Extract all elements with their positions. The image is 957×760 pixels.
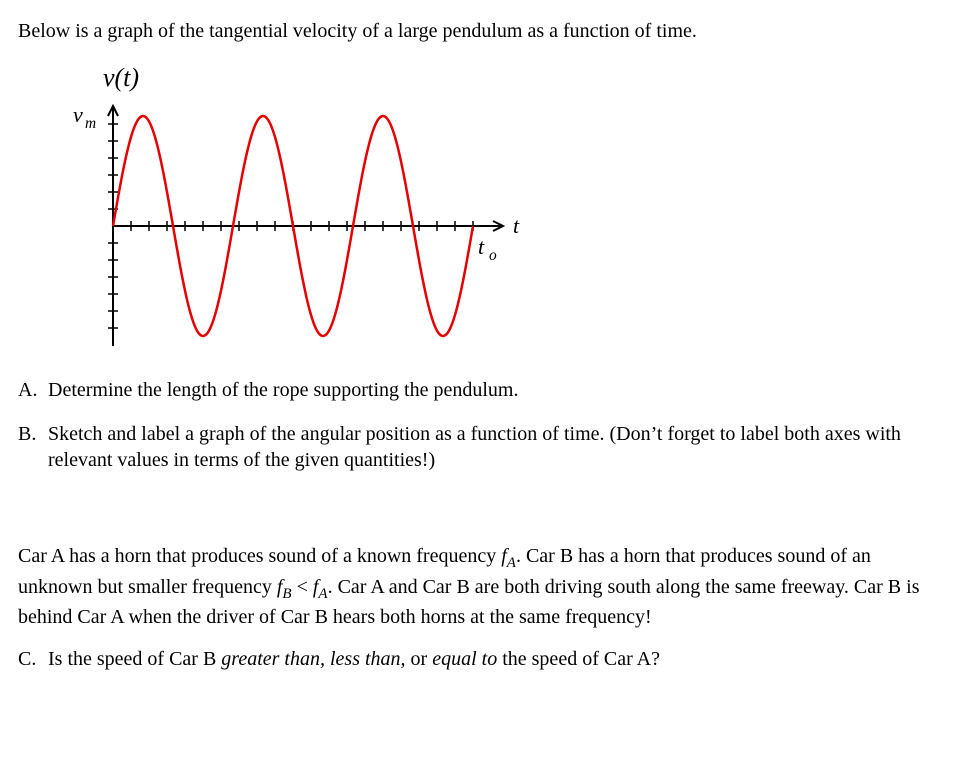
question-b: B. Sketch and label a graph of the angul…	[18, 421, 939, 473]
svg-text:o: o	[489, 247, 497, 264]
question-a: A. Determine the length of the rope supp…	[18, 377, 939, 403]
c-prefix: Is the speed of Car B	[48, 648, 221, 670]
question-a-text: Determine the length of the rope support…	[48, 377, 939, 403]
question-list: A. Determine the length of the rope supp…	[18, 377, 939, 473]
c-suffix: the speed of Car A?	[497, 648, 660, 670]
fA2-sub: A	[318, 586, 327, 602]
c-ital2: equal to	[432, 648, 497, 670]
svg-text:v(t): v(t)	[103, 63, 139, 92]
svg-text:v: v	[73, 102, 83, 127]
car-p3: <	[292, 576, 313, 598]
velocity-graph: v(t) vm t to	[53, 62, 939, 363]
question-c: C. Is the speed of Car B greater than, l…	[18, 646, 939, 672]
question-c-text: Is the speed of Car B greater than, less…	[48, 646, 939, 672]
svg-text:t: t	[513, 213, 520, 238]
svg-text:m: m	[85, 115, 96, 132]
graph-svg: v(t) vm t to	[53, 62, 533, 356]
intro-text: Below is a graph of the tangential veloc…	[18, 18, 939, 44]
c-ital1: greater than, less than,	[221, 648, 405, 670]
question-list-2: C. Is the speed of Car B greater than, l…	[18, 646, 939, 672]
svg-text:t: t	[478, 234, 485, 259]
question-c-letter: C.	[18, 646, 48, 672]
fB-sub: B	[282, 586, 291, 602]
question-a-letter: A.	[18, 377, 48, 403]
question-b-letter: B.	[18, 421, 48, 473]
car-paragraph: Car A has a horn that produces sound of …	[18, 543, 939, 630]
c-mid: or	[406, 648, 433, 670]
question-b-text: Sketch and label a graph of the angular …	[48, 421, 939, 473]
fA-sub: A	[507, 555, 516, 571]
car-p1: Car A has a horn that produces sound of …	[18, 545, 501, 567]
